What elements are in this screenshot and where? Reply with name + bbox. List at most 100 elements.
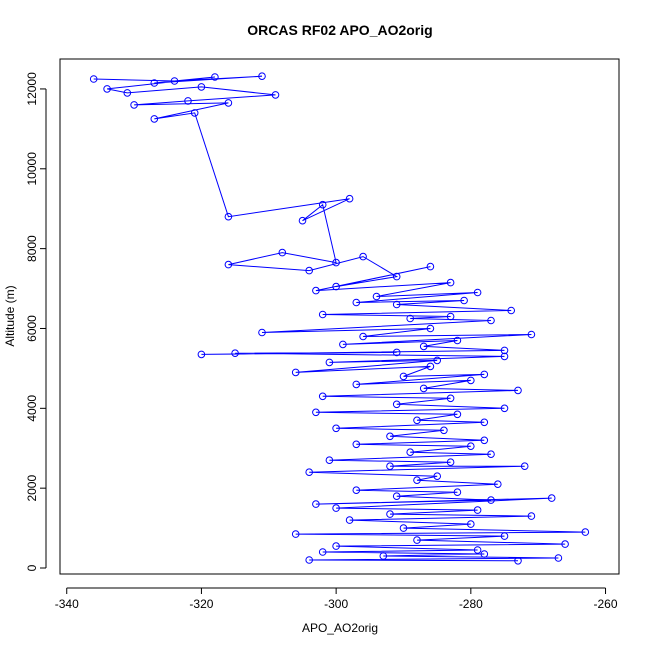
data-point xyxy=(581,528,590,536)
y-tick-label: 8000 xyxy=(25,235,39,262)
data-point xyxy=(352,486,361,495)
data-point xyxy=(527,330,536,339)
data-point xyxy=(312,408,320,417)
data-point xyxy=(419,342,428,351)
data-point xyxy=(487,316,495,325)
data-point xyxy=(426,362,435,371)
data-point xyxy=(345,516,354,524)
data-point xyxy=(170,77,179,85)
data-point xyxy=(413,416,421,425)
data-point xyxy=(500,352,509,361)
data-point xyxy=(271,91,280,99)
data-point xyxy=(561,540,569,548)
data-point xyxy=(298,216,307,225)
data-point xyxy=(89,75,98,83)
data-point xyxy=(312,500,320,508)
data-point xyxy=(386,432,394,441)
data-point xyxy=(332,504,340,512)
data-point xyxy=(305,266,314,275)
data-point xyxy=(500,404,509,413)
data-point xyxy=(500,346,509,355)
data-point xyxy=(386,462,394,471)
data-point xyxy=(318,310,327,319)
data-point xyxy=(480,436,489,445)
data-point xyxy=(467,442,475,451)
data-point xyxy=(318,392,327,401)
y-tick-label: 10000 xyxy=(25,152,39,186)
data-point xyxy=(231,349,239,358)
data-point xyxy=(514,557,522,565)
data-point xyxy=(446,458,455,467)
data-point xyxy=(433,472,442,481)
data-point xyxy=(527,512,536,520)
data-point xyxy=(453,488,462,497)
y-axis-label: Altitude (m) xyxy=(3,285,17,346)
data-point xyxy=(359,252,367,261)
data-point xyxy=(426,262,435,271)
data-point xyxy=(406,314,415,323)
x-tick-label: -260 xyxy=(594,597,618,611)
x-axis-label: APO_AO2orig xyxy=(302,621,378,635)
data-point xyxy=(487,450,495,459)
data-point xyxy=(332,282,340,291)
data-point xyxy=(278,248,287,257)
data-point xyxy=(224,99,233,107)
data-point xyxy=(514,386,522,395)
data-point xyxy=(392,400,401,409)
x-tick-label: -320 xyxy=(189,597,213,611)
data-point xyxy=(224,260,233,269)
data-point xyxy=(325,456,334,465)
data-point xyxy=(446,394,455,403)
data-point xyxy=(392,300,401,309)
data-point xyxy=(332,542,340,550)
data-point xyxy=(473,546,482,554)
data-point xyxy=(318,200,327,209)
data-point xyxy=(494,480,502,489)
data-point xyxy=(440,426,448,435)
data-point xyxy=(419,384,428,393)
data-point xyxy=(392,272,401,281)
chart-title: ORCAS RF02 APO_AO2orig xyxy=(247,22,432,38)
data-point xyxy=(480,370,489,379)
data-point xyxy=(332,424,340,433)
data-point xyxy=(197,350,206,359)
data-point xyxy=(467,520,475,528)
data-point xyxy=(473,288,482,297)
data-point xyxy=(392,348,401,357)
x-tick-label: -300 xyxy=(324,597,348,611)
data-point xyxy=(446,278,455,287)
data-point xyxy=(372,292,381,301)
data-point xyxy=(258,72,266,80)
data-point xyxy=(103,85,111,93)
data-point xyxy=(399,524,408,532)
data-point xyxy=(453,410,462,419)
data-point xyxy=(433,356,442,365)
data-point xyxy=(386,510,394,518)
plot-frame xyxy=(59,58,620,575)
x-axis: -340 -320 -300 -280 -260 xyxy=(55,587,618,611)
data-point xyxy=(480,550,489,558)
data-point xyxy=(312,286,320,295)
data-point xyxy=(413,536,421,544)
data-point xyxy=(150,79,159,87)
data-point xyxy=(345,194,354,203)
data-point xyxy=(150,115,159,123)
data-point xyxy=(352,380,361,389)
data-point xyxy=(305,556,314,564)
data-point xyxy=(520,462,529,471)
y-tick-label: 0 xyxy=(25,564,39,571)
data-point xyxy=(318,548,327,556)
data-point xyxy=(339,340,347,349)
data-point xyxy=(413,476,421,485)
data-point xyxy=(547,494,556,502)
series-line xyxy=(93,75,586,562)
y-tick-label: 2000 xyxy=(25,475,39,502)
y-tick-label: 4000 xyxy=(25,395,39,422)
data-point xyxy=(184,97,192,105)
data-point xyxy=(453,336,462,345)
data-point xyxy=(507,306,516,315)
data-point xyxy=(480,418,489,427)
y-axis: 0 2000 4000 6000 8000 10000 12000 xyxy=(25,72,47,571)
plot-area xyxy=(89,72,590,565)
